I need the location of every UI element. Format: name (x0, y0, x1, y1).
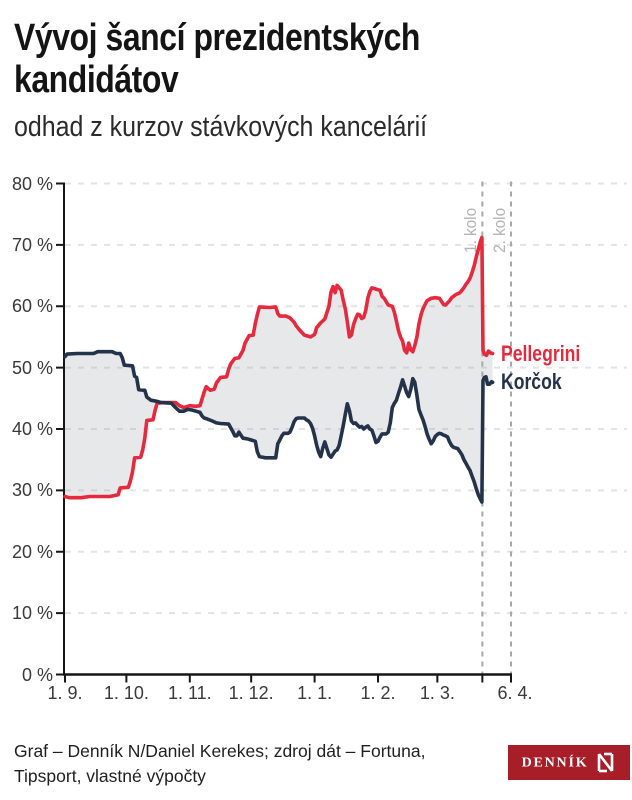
x-tick-label-110: 1. 10. (103, 683, 149, 703)
x-tick-label-64: 6. 4. (497, 683, 533, 703)
series-line-korčok (63, 349, 495, 504)
y-tick-label-50: 50 % (11, 357, 53, 378)
series-label-korčok: Korčok (501, 371, 577, 393)
y-tick-label-40: 40 % (11, 419, 53, 439)
x-tick-label-13: 1. 3. (419, 683, 455, 703)
y-tick-label-0: 0 % (21, 664, 53, 685)
dennikn-logo-text: DENNÍK (521, 755, 589, 770)
x-tick-label-11: 1. 1. (297, 683, 333, 703)
dennikn-n-icon (598, 752, 614, 773)
y-tick-label-20: 20 % (11, 541, 53, 562)
series-label-pellegrini: Pellegrini (501, 340, 600, 366)
source-note-line2: Tipsport, vlastné výpočty (14, 766, 206, 786)
y-tick-label-70: 70 % (11, 234, 53, 255)
source-note: Graf – Denník N/Daniel Kerekes; zdroj dá… (14, 739, 425, 789)
event-label-1: 1. kolo (461, 207, 481, 253)
series-label-text: Pellegrini (501, 340, 581, 366)
x-tick-label-112: 1. 12. (228, 683, 274, 703)
dennikn-logo: DENNÍK (508, 745, 630, 780)
y-tick-label-10: 10 % (11, 603, 53, 624)
y-tick-label-60: 60 % (11, 296, 53, 317)
chart-title-line1: Vývoj šancí prezidentských (14, 17, 420, 59)
source-note-line1: Graf – Denník N/Daniel Kerekes; zdroj dá… (14, 741, 426, 761)
x-tick-label-12: 1. 2. (360, 683, 396, 703)
y-tick-label-80: 80 % (11, 173, 53, 194)
series-label-text: Korčok (501, 369, 562, 395)
event-label-2: 2. kolo (490, 207, 509, 253)
chart-subtitle: odhad z kurzov stávkových kancelárií (14, 111, 428, 143)
y-tick-label-30: 30 % (11, 480, 53, 501)
x-tick-label-111: 1. 11. (167, 683, 212, 703)
x-tick-label-19: 1. 9. (47, 683, 83, 703)
series-line-pellegrini (63, 235, 495, 500)
chart-title-line2: kandidátov (14, 59, 179, 101)
